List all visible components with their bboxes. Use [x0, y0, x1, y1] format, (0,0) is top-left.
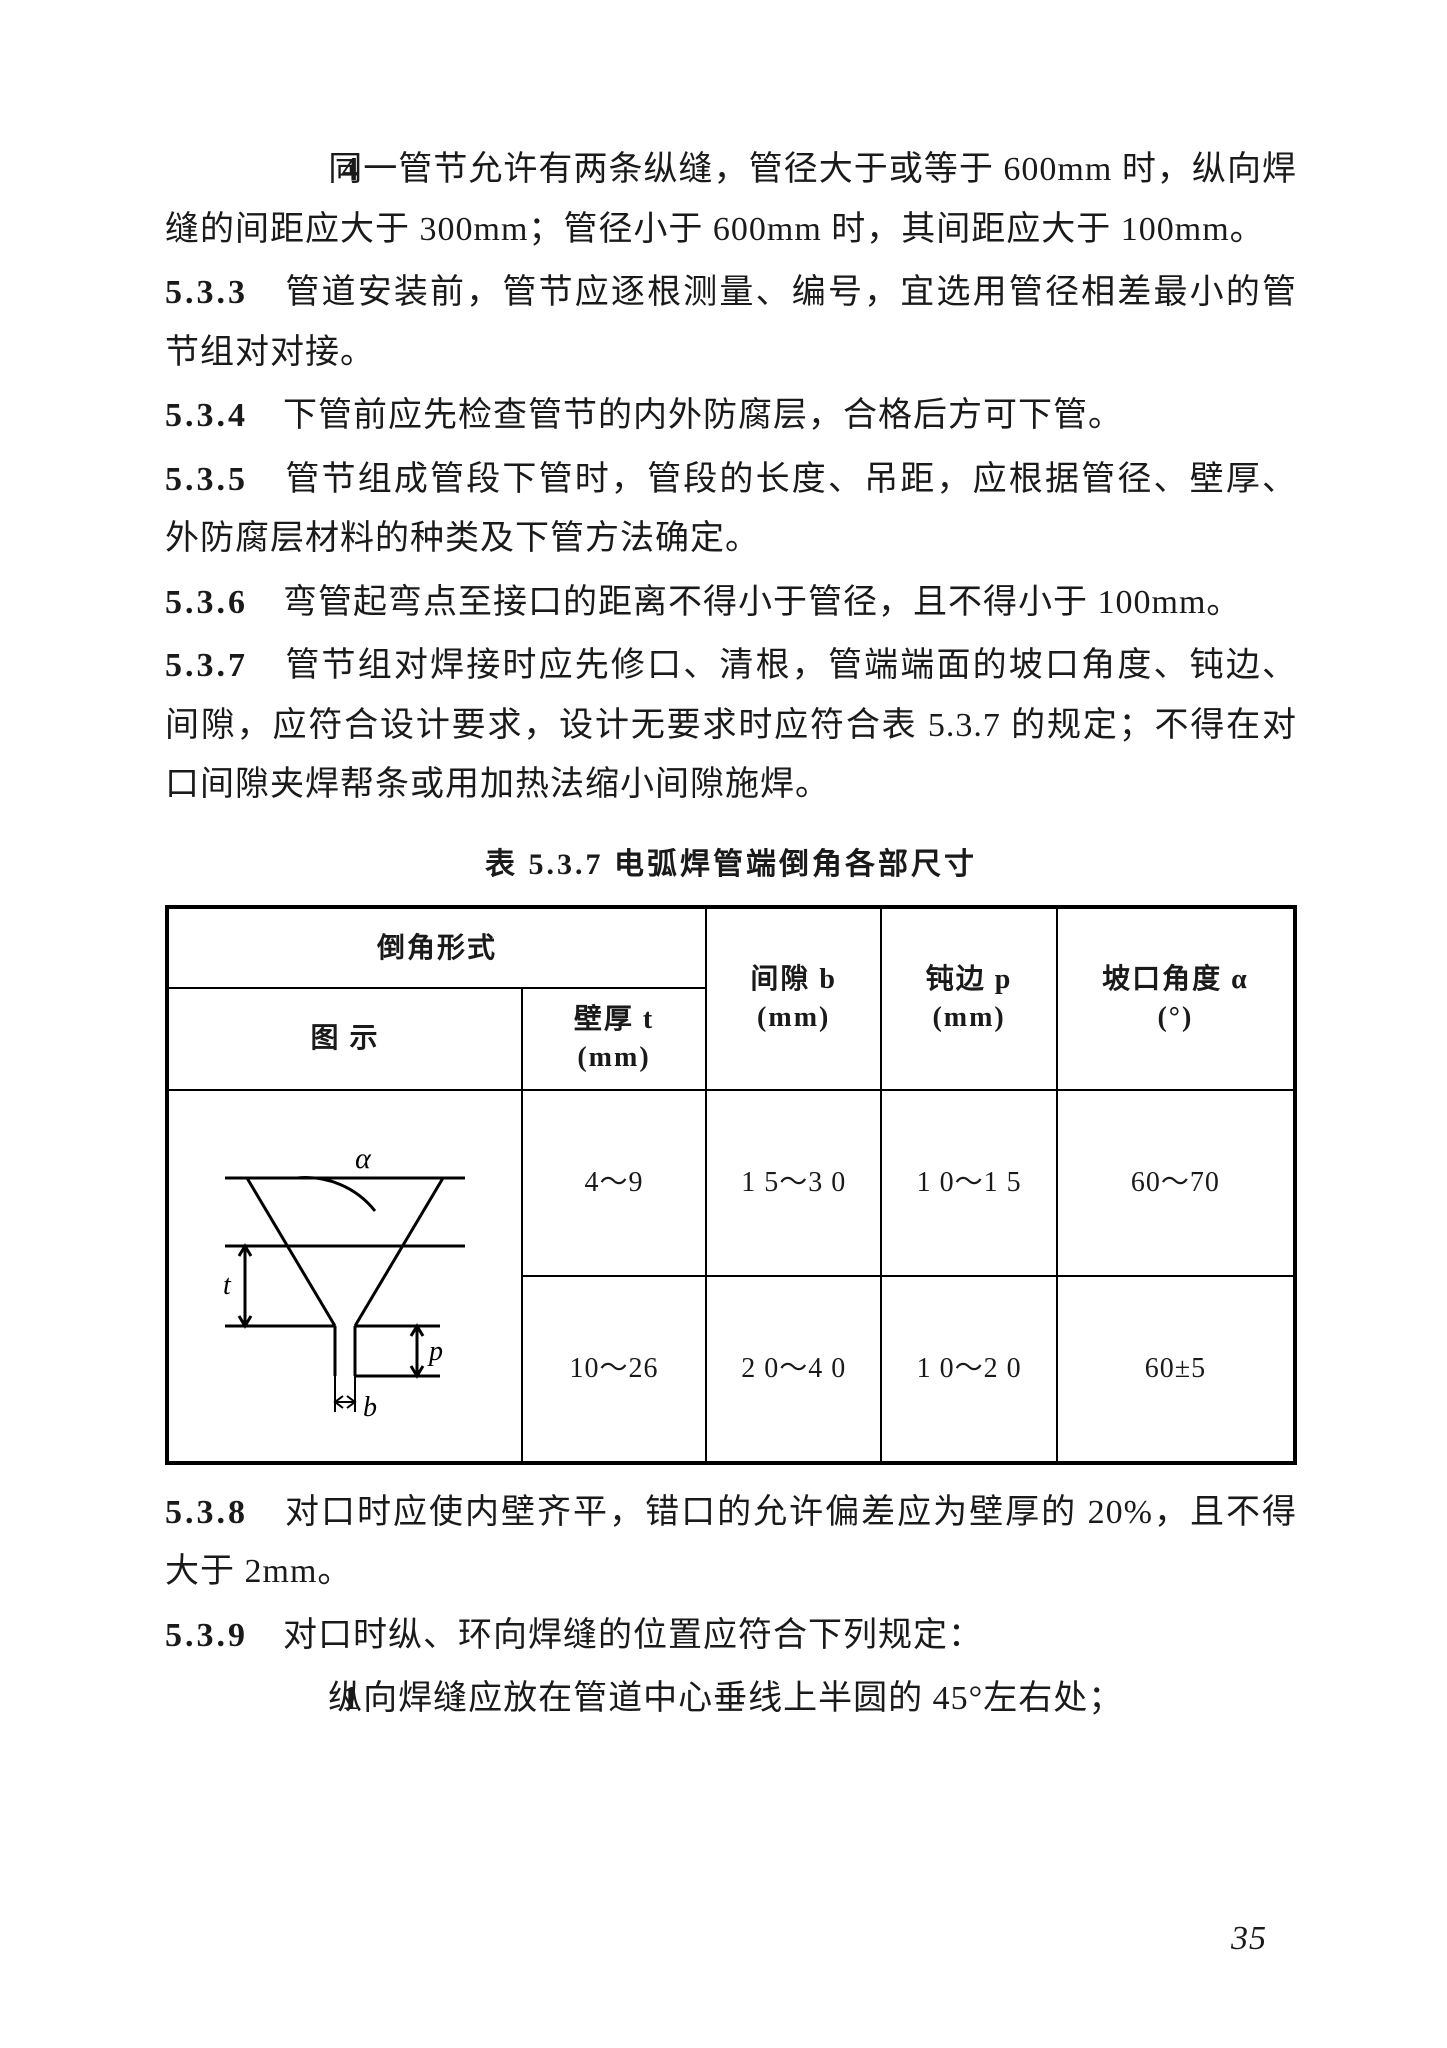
- clause-5-3-6-num: 5.3.6: [165, 584, 248, 621]
- clause-5-3-4: 5.3.4 下管前应先检查管节的内外防腐层，合格后方可下管。: [165, 386, 1297, 446]
- clause-5-3-9-num: 5.3.9: [165, 1617, 248, 1654]
- cell-b-1: 2 0～4 0: [706, 1276, 881, 1463]
- clause-5-3-8-text: 对口时应使内壁齐平，错口的允许偏差应为壁厚的 20%，且不得大于 2mm。: [165, 1494, 1297, 1591]
- cell-t-0: 4～9: [522, 1090, 706, 1276]
- groove-diagram-cell: α t p b: [167, 1090, 522, 1463]
- cell-p-1: 1 0～2 0: [881, 1276, 1056, 1463]
- item-1-num: 1: [253, 1669, 301, 1729]
- clause-5-3-8: 5.3.8 对口时应使内壁齐平，错口的允许偏差应为壁厚的 20%，且不得大于 2…: [165, 1483, 1297, 1602]
- cell-a-1: 60±5: [1057, 1276, 1295, 1463]
- hdr-p-label: 钝边 p: [926, 964, 1013, 995]
- clause-5-3-3-text: 管道安装前，管节应逐根测量、编号，宜选用管径相差最小的管节组对对接。: [165, 274, 1297, 371]
- hdr-gap-b: 间隙 b (mm): [706, 907, 881, 1090]
- table-header-row-1: 倒角形式 间隙 b (mm) 钝边 p (mm) 坡口角度 α (°): [167, 907, 1295, 988]
- clause-5-3-5-num: 5.3.5: [165, 461, 248, 498]
- hdr-b-unit: (mm): [757, 1002, 830, 1033]
- clause-5-3-3: 5.3.3 管道安装前，管节应逐根测量、编号，宜选用管径相差最小的管节组对对接。: [165, 263, 1297, 382]
- item-4-num: 4: [253, 140, 301, 200]
- table-row: α t p b 4～9 1 5～3 0 1 0～1 5 60～70: [167, 1090, 1295, 1276]
- hdr-t-unit: (mm): [577, 1042, 650, 1073]
- hdr-a-unit: (°): [1157, 1002, 1193, 1033]
- hdr-chamfer: 倒角形式: [167, 907, 706, 988]
- diagram-alpha-label: α: [355, 1142, 372, 1175]
- hdr-a-label: 坡口角度 α: [1102, 964, 1249, 995]
- hdr-b-label: 间隙 b: [750, 964, 837, 995]
- clause-5-3-7-num: 5.3.7: [165, 647, 248, 684]
- cell-p-0: 1 0～1 5: [881, 1090, 1056, 1276]
- clause-5-3-7-text: 管节组对焊接时应先修口、清根，管端端面的坡口角度、钝边、间隙，应符合设计要求，设…: [165, 647, 1297, 803]
- cell-a-0: 60～70: [1057, 1090, 1295, 1276]
- item-4-text: 同一管节允许有两条纵缝，管径大于或等于 600mm 时，纵向焊缝的间距应大于 3…: [165, 151, 1297, 248]
- groove-diagram-icon: α t p b: [185, 1116, 505, 1436]
- item-1: 1 纵向焊缝应放在管道中心垂线上半圆的 45°左右处；: [165, 1669, 1297, 1729]
- clause-5-3-6: 5.3.6 弯管起弯点至接口的距离不得小于管径，且不得小于 100mm。: [165, 573, 1297, 633]
- cell-t-1: 10～26: [522, 1276, 706, 1463]
- cell-b-0: 1 5～3 0: [706, 1090, 881, 1276]
- item-1-text: 纵向焊缝应放在管道中心垂线上半圆的 45°左右处；: [328, 1680, 1123, 1717]
- clause-5-3-3-num: 5.3.3: [165, 274, 248, 311]
- clause-5-3-7: 5.3.7 管节组对焊接时应先修口、清根，管端端面的坡口角度、钝边、间隙，应符合…: [165, 636, 1297, 815]
- page-number: 35: [1231, 1909, 1267, 1969]
- table-title: 表 5.3.7 电弧焊管端倒角各部尺寸: [165, 839, 1297, 892]
- spec-table: 倒角形式 间隙 b (mm) 钝边 p (mm) 坡口角度 α (°) 图 示 …: [165, 905, 1297, 1465]
- clause-5-3-5: 5.3.5 管节组成管段下管时，管段的长度、吊距，应根据管径、壁厚、外防腐层材料…: [165, 450, 1297, 569]
- diagram-b-label: b: [363, 1392, 378, 1423]
- clause-5-3-5-text: 管节组成管段下管时，管段的长度、吊距，应根据管径、壁厚、外防腐层材料的种类及下管…: [165, 461, 1297, 558]
- clause-5-3-4-num: 5.3.4: [165, 397, 248, 434]
- item-4: 4同一管节允许有两条纵缝，管径大于或等于 600mm 时，纵向焊缝的间距应大于 …: [165, 140, 1297, 259]
- clause-5-3-4-text: 下管前应先检查管节的内外防腐层，合格后方可下管。: [283, 397, 1123, 434]
- clause-5-3-6-text: 弯管起弯点至接口的距离不得小于管径，且不得小于 100mm。: [283, 584, 1241, 621]
- clause-5-3-9-text: 对口时纵、环向焊缝的位置应符合下列规定：: [283, 1617, 983, 1654]
- diagram-t-label: t: [223, 1270, 232, 1301]
- hdr-thickness-t: 壁厚 t (mm): [522, 988, 706, 1090]
- hdr-diagram: 图 示: [167, 988, 522, 1090]
- diagram-p-label: p: [427, 1336, 444, 1367]
- hdr-edge-p: 钝边 p (mm): [881, 907, 1056, 1090]
- clause-5-3-9: 5.3.9 对口时纵、环向焊缝的位置应符合下列规定：: [165, 1606, 1297, 1666]
- page: 4同一管节允许有两条纵缝，管径大于或等于 600mm 时，纵向焊缝的间距应大于 …: [0, 0, 1447, 2048]
- hdr-t-label: 壁厚 t: [574, 1004, 654, 1035]
- hdr-p-unit: (mm): [932, 1002, 1005, 1033]
- clause-5-3-8-num: 5.3.8: [165, 1494, 248, 1531]
- hdr-angle-a: 坡口角度 α (°): [1057, 907, 1295, 1090]
